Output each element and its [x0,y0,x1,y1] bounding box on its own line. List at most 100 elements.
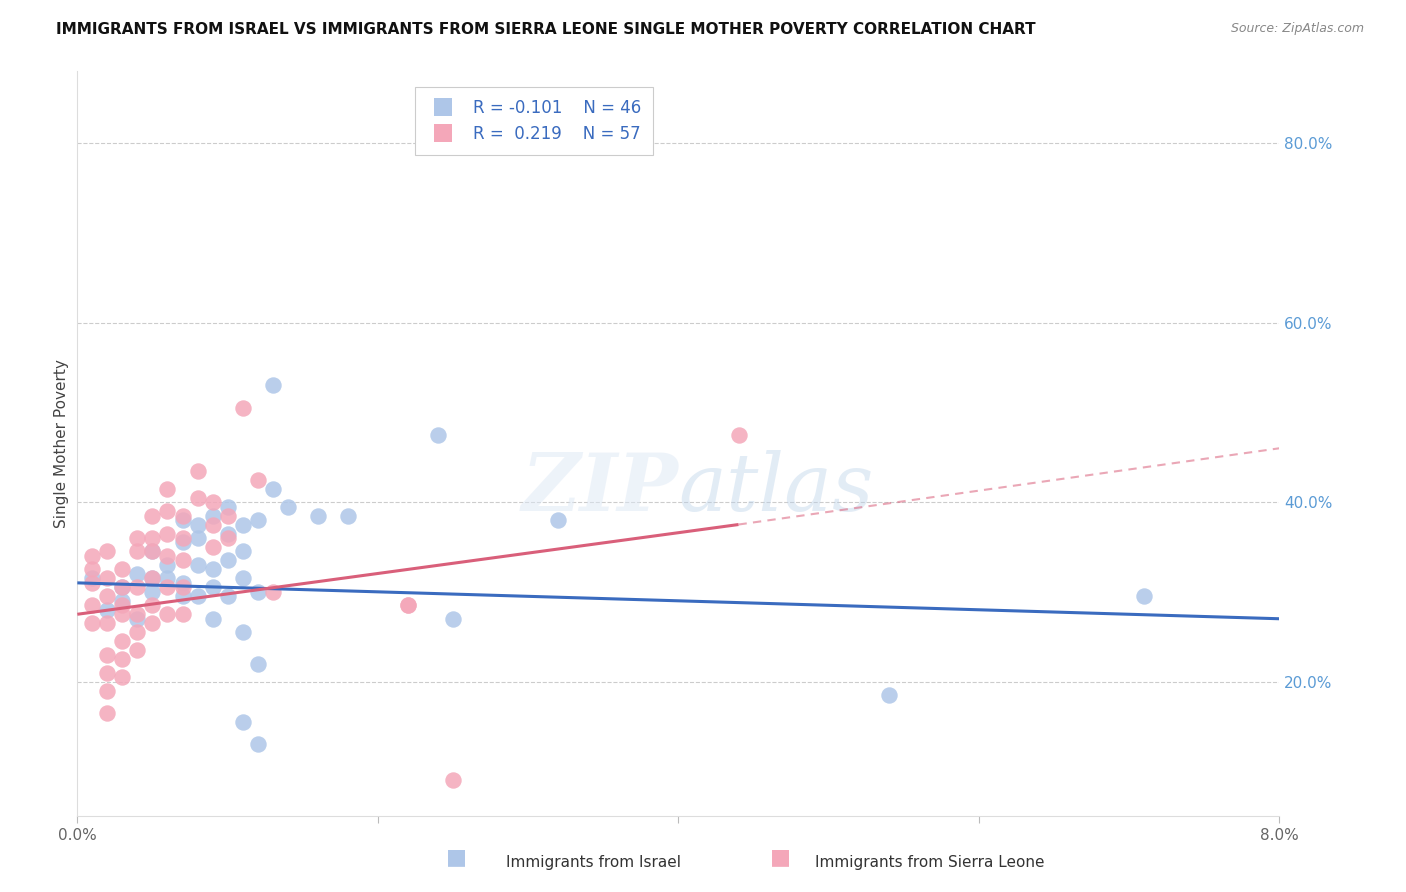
Point [156,504,179,518]
Point [82,571,104,585]
Point [217,526,239,541]
Point [82,549,104,563]
Point [307,508,329,523]
Point [246,657,269,671]
Point [141,531,163,545]
Point [396,599,419,613]
Point [217,531,239,545]
Point [172,513,194,527]
Point [127,607,149,622]
Point [127,625,149,640]
Point [232,625,254,640]
Text: ■: ■ [770,847,790,867]
Point [396,599,419,613]
Point [111,594,134,608]
Point [217,500,239,514]
Point [141,599,163,613]
Point [246,473,269,487]
Point [96,603,118,617]
Point [127,544,149,558]
Point [172,531,194,545]
Text: Source: ZipAtlas.com: Source: ZipAtlas.com [1230,22,1364,36]
Point [201,562,224,576]
Point [111,580,134,594]
Point [201,540,224,554]
Point [336,508,359,523]
Point [141,544,163,558]
Point [877,688,900,702]
Point [232,401,254,415]
Point [156,580,179,594]
Point [187,517,209,532]
Point [82,562,104,576]
Point [187,558,209,572]
Point [111,652,134,666]
Point [96,616,118,631]
Point [172,580,194,594]
Text: atlas: atlas [679,450,873,527]
Point [232,714,254,729]
Point [141,616,163,631]
Point [111,562,134,576]
Point [141,544,163,558]
Point [1133,590,1156,604]
Point [156,607,179,622]
Point [141,508,163,523]
Legend: R = -0.101    N = 46, R =  0.219    N = 57: R = -0.101 N = 46, R = 0.219 N = 57 [415,87,654,155]
Point [232,544,254,558]
Point [127,580,149,594]
Point [727,427,749,442]
Text: Immigrants from Sierra Leone: Immigrants from Sierra Leone [815,855,1045,870]
Point [127,566,149,581]
Y-axis label: Single Mother Poverty: Single Mother Poverty [53,359,69,528]
Point [156,549,179,563]
Point [441,773,464,788]
Point [172,590,194,604]
Point [141,571,163,585]
Point [262,378,284,392]
Point [232,571,254,585]
Point [217,553,239,567]
Point [172,508,194,523]
Point [201,517,224,532]
Point [201,495,224,509]
Point [232,517,254,532]
Point [96,648,118,662]
Point [96,590,118,604]
Point [156,482,179,496]
Point [141,571,163,585]
Point [201,508,224,523]
Point [111,634,134,648]
Text: Immigrants from Israel: Immigrants from Israel [506,855,681,870]
Point [127,643,149,657]
Point [217,508,239,523]
Point [127,612,149,626]
Text: IMMIGRANTS FROM ISRAEL VS IMMIGRANTS FROM SIERRA LEONE SINGLE MOTHER POVERTY COR: IMMIGRANTS FROM ISRAEL VS IMMIGRANTS FRO… [56,22,1036,37]
Text: ZIP: ZIP [522,450,679,527]
Point [156,526,179,541]
Point [111,670,134,684]
Point [96,665,118,680]
Point [201,580,224,594]
Point [277,500,299,514]
Point [172,535,194,549]
Point [187,491,209,505]
Point [172,553,194,567]
Point [82,575,104,590]
Point [96,683,118,698]
Point [111,607,134,622]
Point [96,571,118,585]
Point [441,612,464,626]
Point [156,558,179,572]
Point [187,531,209,545]
Point [262,584,284,599]
Point [246,513,269,527]
Point [82,599,104,613]
Point [427,427,450,442]
Point [82,616,104,631]
Point [141,584,163,599]
Point [96,544,118,558]
Point [127,531,149,545]
Point [96,706,118,720]
Point [262,482,284,496]
